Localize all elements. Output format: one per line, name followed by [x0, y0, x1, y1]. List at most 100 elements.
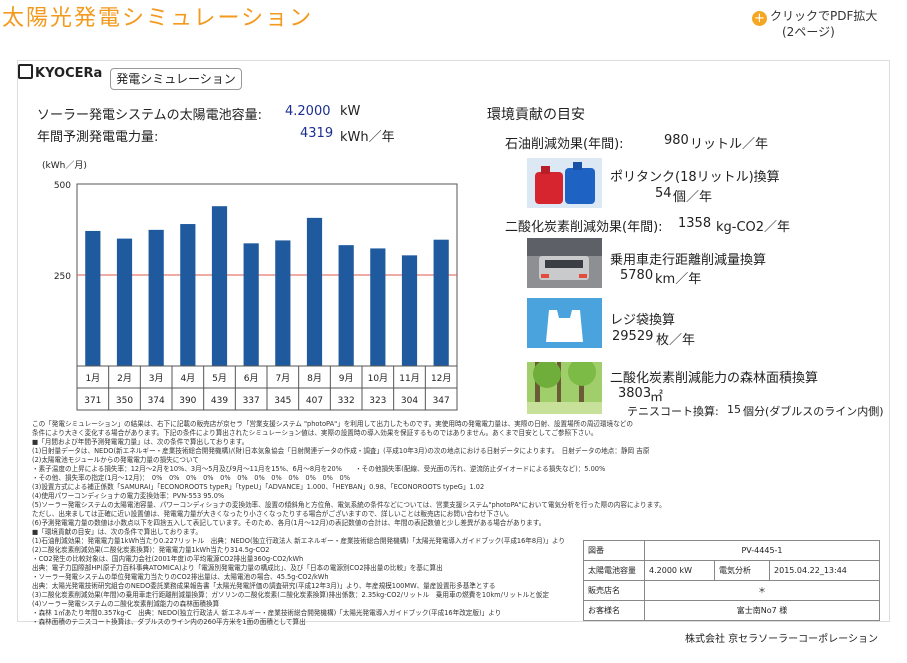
poly-unit: 個／年: [673, 190, 713, 205]
tennis-label: テニスコート換算:: [627, 405, 719, 418]
x-tick-label: 8月: [307, 373, 322, 384]
table-cell: 2015.04.22_13:44: [769, 560, 880, 581]
page-title: 太陽光発電シミュレーション: [2, 6, 314, 31]
data-label: 345: [274, 396, 291, 406]
y-axis-label: (kWh／月): [42, 160, 87, 171]
capacity-value: 4.2000: [285, 104, 331, 119]
co2-label: 二酸化炭素削減効果(年間):: [505, 220, 663, 235]
x-tick-label: 10月: [368, 373, 388, 384]
env-heading: 環境貢献の目安: [487, 107, 585, 123]
co2-value: 1358: [678, 216, 712, 231]
bag-unit: 枚／年: [656, 333, 696, 348]
chart-bar: [116, 238, 133, 366]
chart-bar: [338, 245, 354, 366]
note-line: ・素子温度の上昇による損失率：12月〜2月を10%、3月〜5月及び9月〜11月を…: [32, 465, 606, 473]
poly-value: 54: [655, 186, 672, 201]
chart-bar: [401, 255, 418, 366]
oil-value: 980: [664, 133, 689, 148]
kyocera-logo-text: KYOCERa: [35, 66, 103, 81]
table-cell: 太陽電池容量: [583, 560, 645, 581]
note-line: この「発電シミュレーション」の結果は、右下に記載の販売店が京セラ「営業支援システ…: [32, 420, 633, 428]
note-line: (2)太陽電池モジュールからの発電電力量の損失について: [32, 456, 199, 464]
annual-value: 4319: [300, 126, 334, 141]
chart-bar: [243, 243, 259, 366]
y-tick-label: 250: [54, 272, 71, 282]
note-line: ■「月間および年間予測発電電力量」は、次の条件で算出しております。: [32, 438, 249, 446]
x-tick-label: 12月: [431, 373, 451, 384]
x-tick-label: 7月: [275, 373, 290, 384]
data-label: 390: [179, 396, 196, 406]
x-tick-label: 11月: [399, 373, 419, 384]
tennis-unit: 個分(ダブルスのライン内側): [743, 405, 884, 418]
data-label: 439: [211, 396, 228, 406]
x-tick-label: 4月: [180, 373, 195, 384]
data-label: 347: [433, 396, 450, 406]
chart-bar: [306, 217, 323, 366]
chart-bar: [85, 230, 101, 366]
car-image: [527, 238, 602, 288]
data-label: 350: [116, 396, 133, 406]
note-line: (5)ソーラー発電システムの太陽電池容量、パワーコンディショナの変換効率、設置の…: [32, 501, 666, 509]
plus-icon: +: [752, 11, 767, 26]
chart-bar: [370, 248, 386, 366]
monthly-generation-chart: (kWh／月) 250 500 1月 371 2月 350 3月 374 4月 390 5月 439 6月…: [37, 152, 462, 414]
note-line: ・ソーラー発電システムの単位発電電力当たりのCO2排出量は、太陽電池の場合、45…: [32, 573, 329, 581]
pdf-link-label: クリックでPDF拡大: [770, 9, 878, 23]
forest-label: 二酸化炭素削減能力の森林面積換算: [610, 371, 819, 386]
oil-unit: リットル／年: [690, 137, 769, 152]
table-row: 太陽電池容量 4.2000 kW 電気分析 2015.04.22_13:44: [583, 560, 880, 581]
poly-tank-image: [527, 158, 602, 208]
note-line: (4)使用パワーコンディショナの電力変換効率：PVN-553 95.0%: [32, 492, 225, 500]
x-tick-label: 1月: [85, 373, 100, 384]
kyocera-logo-icon: [18, 64, 33, 79]
tennis-value: 15: [727, 403, 741, 416]
note-line: ・森林 1㎡あたり年間0.357kg-C 出典：NEDO(独立行政法人 新エネル…: [32, 609, 502, 617]
note-line: (2)二酸化炭素削減効果(二酸化炭素換算)：発電電力量1kWh当たり314.5g…: [32, 546, 270, 554]
table-cell: 図番: [583, 540, 645, 561]
chart-bar: [275, 240, 291, 366]
bag-value: 29529: [612, 329, 654, 344]
x-tick-label: 6月: [244, 373, 259, 384]
note-line: ・CO2発生の比較対象は、国内電力会社(2001年度)の平均電源CO2排出量36…: [32, 555, 304, 563]
data-label: 332: [338, 396, 355, 406]
table-row: 図番 PV-4445-1: [583, 540, 880, 561]
data-label: 304: [401, 396, 418, 406]
forest-value: 3803: [618, 386, 652, 401]
car-value: 5780: [620, 268, 654, 283]
oil-label: 石油削減効果(年間):: [505, 137, 624, 152]
data-label: 337: [243, 396, 260, 406]
pdf-link-sub: (2ページ): [782, 25, 835, 39]
plastic-bag-image: [527, 298, 602, 348]
x-tick-label: 2月: [117, 373, 132, 384]
table-cell: PV-4445-1: [644, 540, 880, 561]
data-label: 407: [306, 396, 323, 406]
table-cell: 富士南No7 様: [644, 600, 880, 621]
car-unit: km／年: [655, 272, 702, 287]
chart-bar: [148, 229, 164, 366]
y-tick-label: 500: [54, 181, 71, 191]
info-table: 図番 PV-4445-1 太陽電池容量 4.2000 kW 電気分析 2015.…: [583, 540, 880, 621]
kyocera-logo: KYOCERa: [18, 64, 102, 81]
forest-image: [527, 362, 602, 414]
x-tick-label: 5月: [212, 373, 227, 384]
forest-unit: ㎡: [650, 390, 664, 405]
note-line: 出典：電子力国際部HP(原子力百科事典ATOMICA)より「電源別発電電力量の構…: [32, 564, 443, 572]
chart-svg: (kWh／月) 250 500 1月 371 2月 350 3月 374 4月 390 5月 439 6月…: [42, 160, 458, 411]
pdf-zoom-link[interactable]: + クリックでPDF拡大 (2ページ): [752, 10, 877, 39]
table-cell: 販売店名: [583, 580, 645, 601]
chart-bar: [180, 224, 196, 366]
capacity-label: ソーラー発電システムの太陽電池容量:: [37, 108, 262, 123]
note-line: 出典：太陽光発電技術研究組合のNEDO委託業務成果報告書「太陽光発電評価の調査研…: [32, 582, 496, 590]
chart-bar: [433, 239, 449, 366]
table-cell: 電気分析: [713, 560, 771, 581]
bag-label: レジ袋換算: [610, 313, 676, 328]
data-label: 323: [369, 396, 386, 406]
car-label: 乗用車走行距離削減量換算: [610, 253, 767, 268]
note-line: 条件により大きく変化する場合があります。下記の条件により算出されたシミュレーショ…: [32, 429, 598, 437]
note-line: ただし、出来ましては正確に近い設置値は、発電電力量が大きくなったり小さくなったり…: [32, 510, 513, 518]
note-line: (6)予測発電電力量の数値は小数点以下を四捨五入して表記しています。そのため、各…: [32, 519, 546, 527]
note-line: (1)石油削減効果：発電電力量1kWh当たり0.227リットル 出典：NEDO(…: [32, 537, 565, 545]
table-cell: 4.2000 kW: [644, 560, 715, 581]
note-line: (3)設置方式による補正係数「SAMURAI」「ECONOROOTS typeR…: [32, 483, 485, 491]
co2-unit: kg-CO2／年: [716, 220, 791, 235]
